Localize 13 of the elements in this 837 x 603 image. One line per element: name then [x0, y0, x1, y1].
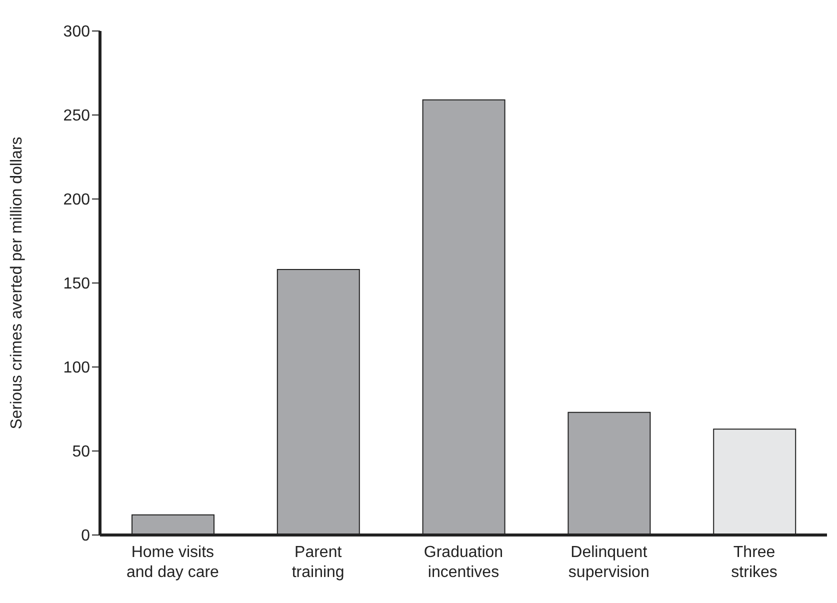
- x-tick-label: Three strikes: [731, 544, 778, 581]
- y-axis-title: Serious crimes averted per million dollars: [8, 136, 26, 430]
- y-tick-label: 100: [63, 360, 90, 377]
- y-tick-label: 300: [63, 24, 90, 41]
- y-tick-label: 250: [63, 108, 90, 125]
- x-tick-label: Delinquent supervision: [568, 544, 650, 581]
- y-tick-label: 0: [81, 528, 90, 545]
- x-tick-label: Graduation incentives: [424, 544, 504, 581]
- y-tick-label: 50: [72, 444, 90, 461]
- x-tick-label: Home visits and day care: [126, 544, 220, 581]
- y-tick-label: 150: [63, 276, 90, 293]
- x-tick-label: Parent training: [292, 544, 344, 581]
- y-tick-label: 200: [63, 192, 90, 209]
